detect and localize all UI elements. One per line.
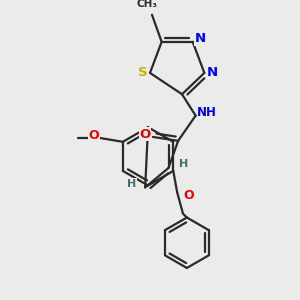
Text: NH: NH [197, 106, 217, 119]
Text: N: N [195, 32, 206, 45]
Text: O: O [88, 128, 99, 142]
Text: O: O [140, 128, 151, 140]
Text: S: S [138, 66, 148, 80]
Text: CH₃: CH₃ [136, 0, 158, 9]
Text: H: H [127, 178, 136, 188]
Text: H: H [179, 159, 189, 169]
Text: N: N [206, 66, 218, 80]
Text: O: O [184, 189, 194, 202]
